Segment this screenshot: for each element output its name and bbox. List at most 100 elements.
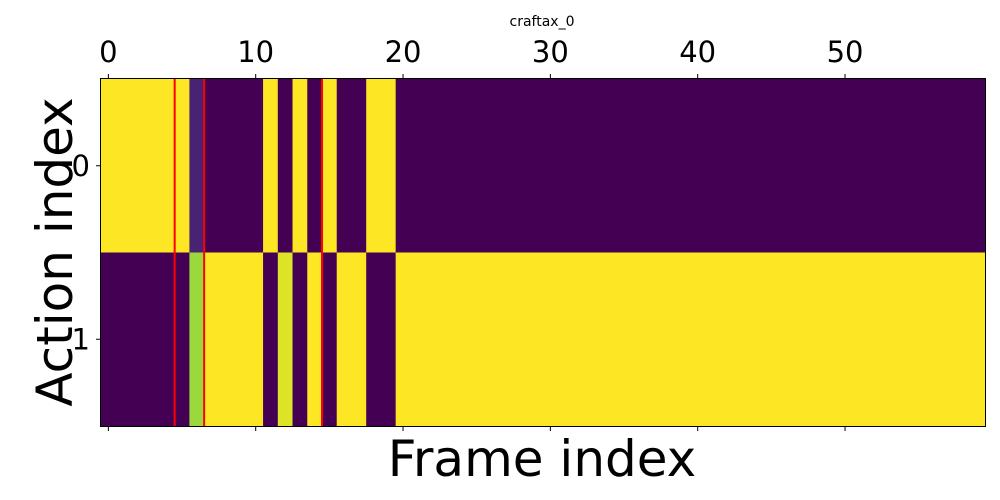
x-tick-label: 50 bbox=[827, 35, 864, 69]
heatmap-cell bbox=[115, 79, 132, 254]
heatmap-cell bbox=[130, 79, 146, 254]
heatmap-cell bbox=[896, 252, 912, 427]
heatmap-cell bbox=[307, 252, 323, 427]
heatmap-cell bbox=[808, 252, 824, 427]
y-tick-label: 0 bbox=[72, 149, 90, 183]
heatmap-cell bbox=[395, 79, 411, 254]
y-tick-label: 1 bbox=[72, 322, 90, 356]
heatmap-cell bbox=[513, 252, 529, 427]
heatmap-cell bbox=[498, 79, 515, 254]
heatmap-cell bbox=[322, 79, 338, 254]
heatmap-cell bbox=[410, 79, 426, 254]
heatmap-cell bbox=[439, 79, 456, 254]
heatmap-cell bbox=[660, 252, 677, 427]
heatmap-cell bbox=[248, 252, 264, 427]
heatmap-cell bbox=[867, 252, 883, 427]
heatmap-cell bbox=[705, 252, 721, 427]
heatmap-cell bbox=[660, 79, 677, 254]
heatmap-cell bbox=[204, 79, 220, 254]
heatmap-cell bbox=[439, 252, 456, 427]
y-axis-ticks: 01 bbox=[72, 149, 101, 356]
heatmap-cell bbox=[395, 252, 411, 427]
heatmap-cells bbox=[101, 79, 986, 427]
heatmap-cell bbox=[145, 252, 161, 427]
heatmap-cell bbox=[366, 252, 382, 427]
heatmap-cell bbox=[970, 79, 986, 254]
heatmap-cell bbox=[646, 252, 662, 427]
heatmap-cell bbox=[808, 79, 824, 254]
heatmap-cell bbox=[852, 79, 868, 254]
heatmap-cell bbox=[778, 79, 795, 254]
heatmap-cell bbox=[867, 79, 883, 254]
heatmap-cell bbox=[764, 79, 780, 254]
heatmap-cell bbox=[115, 252, 132, 427]
heatmap-cell bbox=[940, 79, 957, 254]
heatmap-cell bbox=[837, 79, 853, 254]
heatmap-cell bbox=[734, 252, 750, 427]
heatmap-cell bbox=[498, 252, 515, 427]
heatmap-cell bbox=[528, 252, 544, 427]
heatmap-cell bbox=[881, 252, 898, 427]
heatmap-cell bbox=[778, 252, 795, 427]
heatmap-cell bbox=[248, 79, 264, 254]
heatmap-cell bbox=[101, 252, 117, 427]
heatmap-cell bbox=[543, 79, 559, 254]
heatmap-cell bbox=[351, 79, 367, 254]
heatmap-cell bbox=[277, 79, 294, 254]
heatmap-cell bbox=[822, 252, 839, 427]
heatmap-cell bbox=[690, 252, 706, 427]
heatmap-cell bbox=[292, 79, 308, 254]
chart-title: craftax_0 bbox=[510, 14, 575, 30]
heatmap-cell bbox=[896, 79, 912, 254]
x-tick-label: 40 bbox=[679, 35, 716, 69]
heatmap-cell bbox=[557, 252, 574, 427]
heatmap-cell bbox=[749, 252, 765, 427]
heatmap-cell bbox=[822, 79, 839, 254]
heatmap-cell bbox=[380, 79, 397, 254]
heatmap-cell bbox=[764, 252, 780, 427]
heatmap-cell bbox=[484, 79, 500, 254]
heatmap-cell bbox=[557, 79, 574, 254]
heatmap-cell bbox=[793, 79, 809, 254]
heatmap-cell bbox=[233, 79, 249, 254]
heatmap-cell bbox=[218, 79, 235, 254]
plot-frame bbox=[100, 78, 986, 427]
heatmap-cell bbox=[926, 79, 942, 254]
heatmap-cell bbox=[528, 79, 544, 254]
heatmap-cell bbox=[646, 79, 662, 254]
y-axis-label: Action index bbox=[26, 97, 84, 406]
heatmap-cell bbox=[881, 79, 898, 254]
heatmap-cell bbox=[631, 79, 647, 254]
heatmap-cell bbox=[145, 79, 161, 254]
heatmap-cell bbox=[911, 79, 927, 254]
heatmap-cell bbox=[734, 79, 750, 254]
heatmap-cell bbox=[233, 252, 249, 427]
heatmap-cell bbox=[793, 252, 809, 427]
heatmap-cell bbox=[601, 79, 618, 254]
heatmap-cell bbox=[719, 252, 736, 427]
heatmap-cell bbox=[425, 79, 441, 254]
heatmap-cell bbox=[837, 252, 853, 427]
heatmap-cell bbox=[587, 252, 603, 427]
heatmap-cell bbox=[410, 252, 426, 427]
heatmap-cell bbox=[926, 252, 942, 427]
heatmap-cell bbox=[572, 79, 588, 254]
heatmap-cell bbox=[955, 252, 971, 427]
x-tick-label: 30 bbox=[532, 35, 569, 69]
heatmap-cell bbox=[336, 252, 353, 427]
heatmap-cell bbox=[189, 79, 205, 254]
heatmap-cell bbox=[616, 79, 632, 254]
heatmap-cell bbox=[204, 252, 220, 427]
heatmap-cell bbox=[263, 252, 279, 427]
heatmap-cell bbox=[469, 79, 485, 254]
heatmap-cell bbox=[277, 252, 294, 427]
heatmap-cell bbox=[159, 252, 176, 427]
heatmap-cell bbox=[159, 79, 176, 254]
heatmap-cell bbox=[454, 79, 470, 254]
marker-lines bbox=[173, 79, 323, 426]
heatmap-cell bbox=[189, 252, 205, 427]
heatmap-cell bbox=[174, 79, 190, 254]
heatmap-cell bbox=[970, 252, 986, 427]
x-axis-ticks: 0 10 20 30 40 50 bbox=[99, 35, 863, 431]
